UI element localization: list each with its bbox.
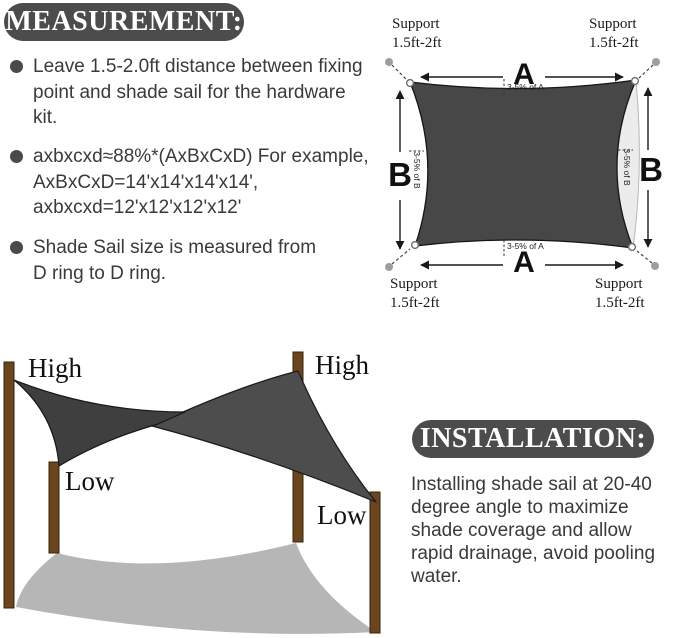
measurement-diagram: [385, 58, 660, 271]
post-low-right: [369, 491, 381, 634]
bullet-text: Leave 1.5-2.0ft distance between fixing …: [33, 56, 363, 128]
tolerance-ticks: [409, 79, 633, 258]
label-high-left: High: [28, 353, 82, 383]
bullet-text: Shade Sail size is measured from D ring …: [33, 237, 317, 284]
support-label-top-right: Support 1.5ft-2ft: [589, 16, 639, 51]
post-low-left: [48, 461, 60, 554]
perspective-diagram: [3, 351, 381, 634]
tolerance-b-right: 3-5% of B: [622, 148, 632, 186]
label-high-right: High: [315, 350, 369, 380]
sail-shape: [409, 79, 637, 249]
measurement-bullet-3: Shade Sail size is measured from D ring …: [8, 235, 380, 286]
dimension-b-left: B: [388, 156, 412, 193]
bullet-dot: [10, 150, 23, 163]
installation-body: Installing shade sail at 20-40 degree an…: [411, 474, 656, 587]
bullet-dot: [10, 241, 23, 254]
tolerance-a-top: 3-5% of A: [507, 82, 544, 92]
dimension-arrows-b: [395, 87, 653, 250]
support-label-top-left: Support 1.5ft-2ft: [392, 16, 442, 51]
dimension-a-bottom: A: [513, 246, 535, 279]
label-low-left: Low: [65, 466, 115, 496]
sail-panel-right: [151, 370, 377, 503]
corner-tethers: [391, 64, 654, 265]
bullet-text: axbxcxd≈88%*(AxBxCxD) For example, AxBxC…: [33, 146, 369, 218]
dimension-arrows-a: [420, 72, 624, 270]
ground-shadow: [16, 543, 376, 634]
measurement-title: MEASUREMENT:: [4, 3, 244, 41]
sail-panel-left: [13, 379, 186, 467]
anchor-dots: [385, 58, 660, 271]
installation-title: INSTALLATION:: [412, 420, 654, 458]
post-high-left: [3, 361, 15, 609]
tolerance-b-left: 3-5% of B: [412, 151, 422, 189]
d-rings: [405, 76, 640, 252]
measurement-bullet-2: axbxcxd≈88%*(AxBxCxD) For example, AxBxC…: [8, 144, 380, 221]
support-label-bottom-right: Support 1.5ft-2ft: [595, 276, 645, 311]
dimension-b-right: B: [639, 151, 663, 188]
tolerance-a-bottom: 3-5% of A: [507, 241, 544, 251]
label-low-right: Low: [317, 500, 367, 530]
dimension-a-top: A: [513, 58, 535, 91]
bullet-dot: [10, 60, 23, 73]
measurement-bullet-1: Leave 1.5-2.0ft distance between fixing …: [8, 54, 380, 131]
support-label-bottom-left: Support 1.5ft-2ft: [390, 276, 440, 311]
